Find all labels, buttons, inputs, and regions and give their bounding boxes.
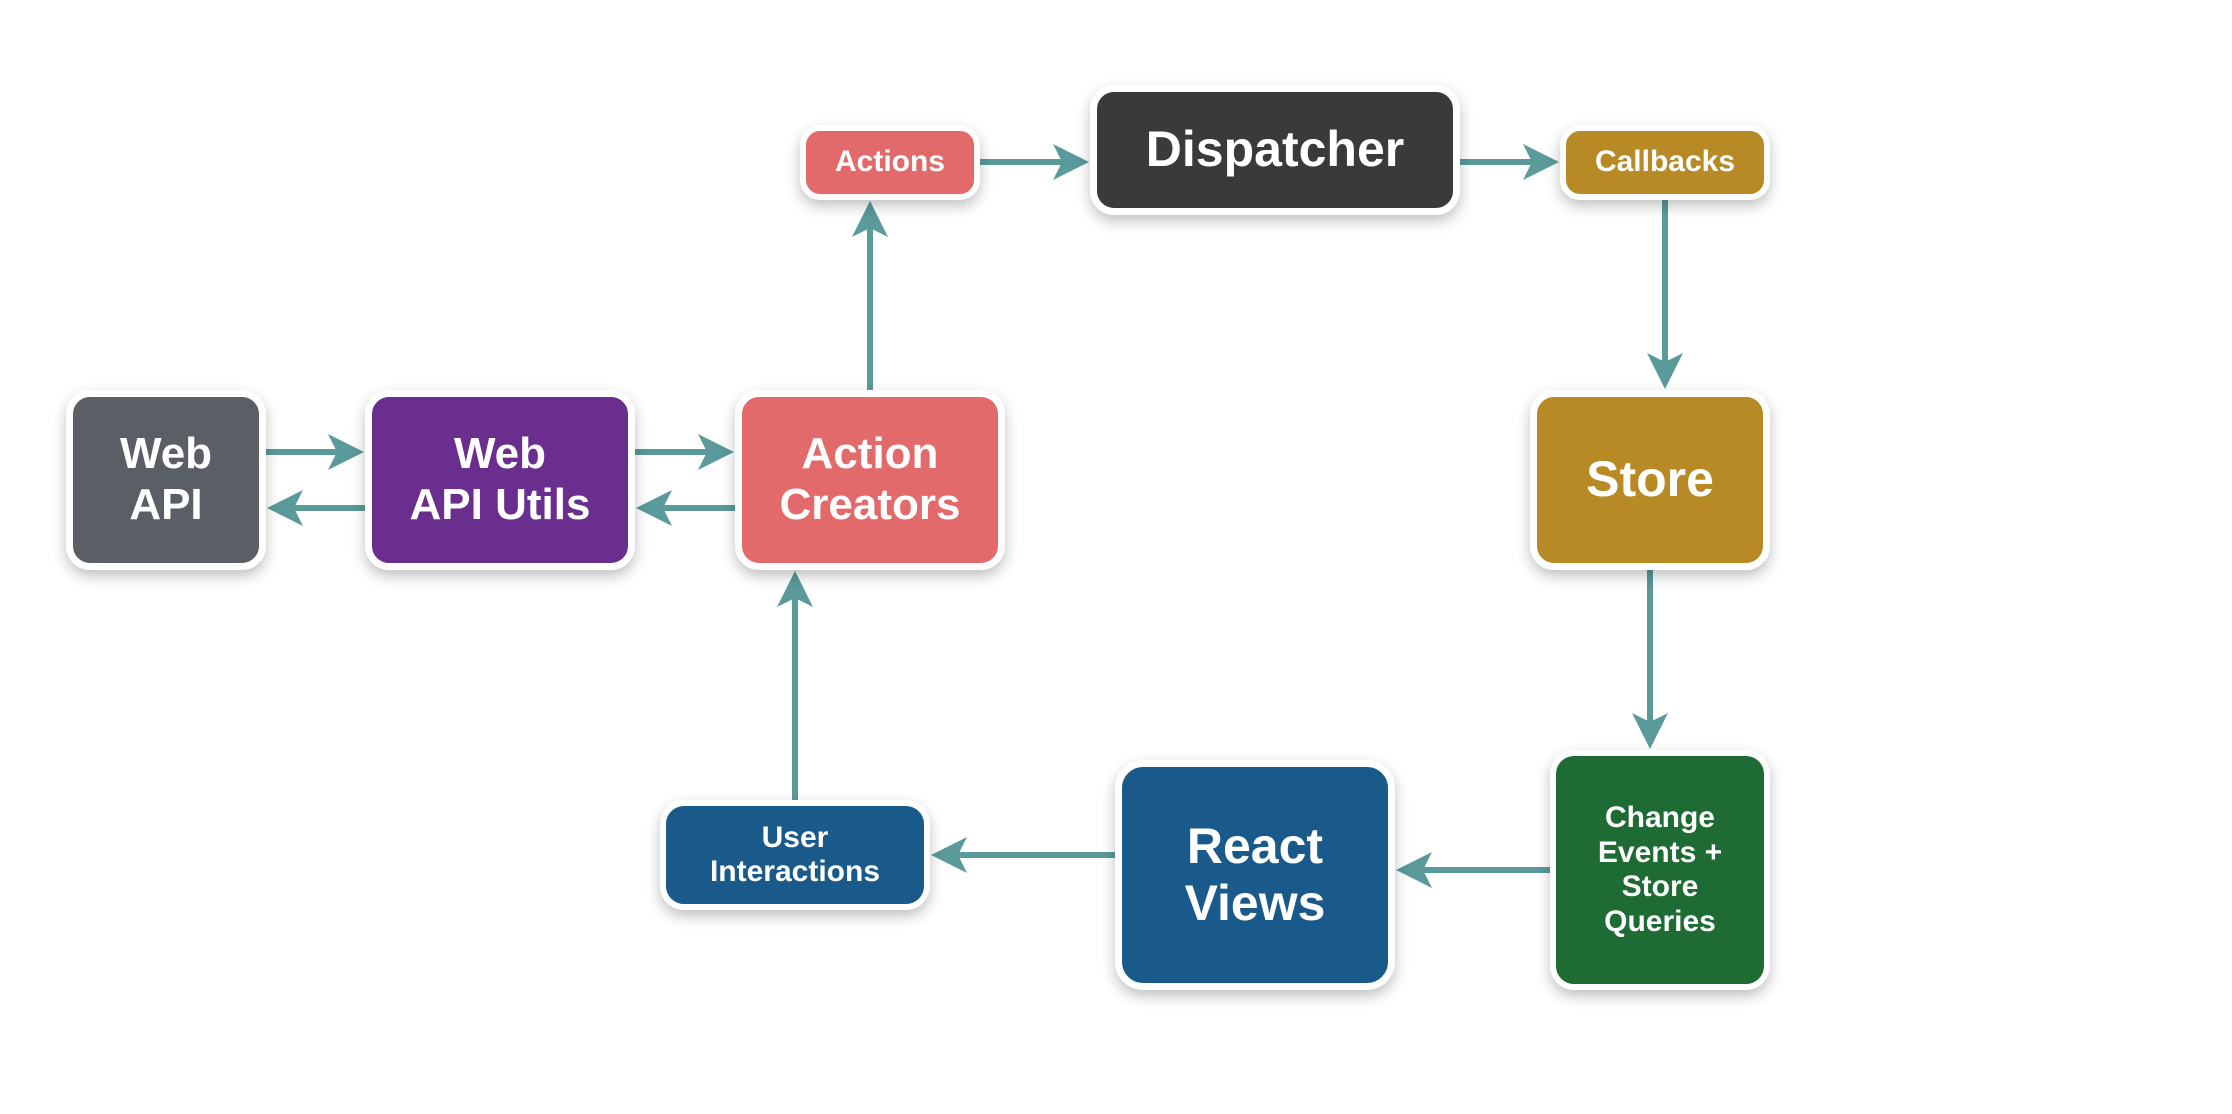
node-dispatcher: Dispatcher [1090,85,1460,215]
node-label: Callbacks [1595,145,1735,180]
node-user-interactions: User Interactions [660,800,930,910]
flux-diagram: Web API Web API Utils Action Creators Ac… [0,0,2232,1114]
node-callbacks: Callbacks [1560,125,1770,200]
node-label: Web API Utils [410,429,591,530]
node-react-views: React Views [1115,760,1395,990]
node-label: Web API [120,429,212,530]
node-actions: Actions [800,125,980,200]
node-label: User Interactions [710,821,880,890]
node-label: Store [1586,451,1714,509]
node-label: Change Events + Store Queries [1598,801,1722,939]
node-label: Actions [835,145,945,180]
node-label: Dispatcher [1146,121,1404,179]
node-label: React Views [1185,818,1326,933]
node-label: Action Creators [780,429,961,530]
node-change-events: Change Events + Store Queries [1550,750,1770,990]
node-web-api-utils: Web API Utils [365,390,635,570]
node-action-creators: Action Creators [735,390,1005,570]
node-store: Store [1530,390,1770,570]
node-web-api: Web API [66,390,266,570]
